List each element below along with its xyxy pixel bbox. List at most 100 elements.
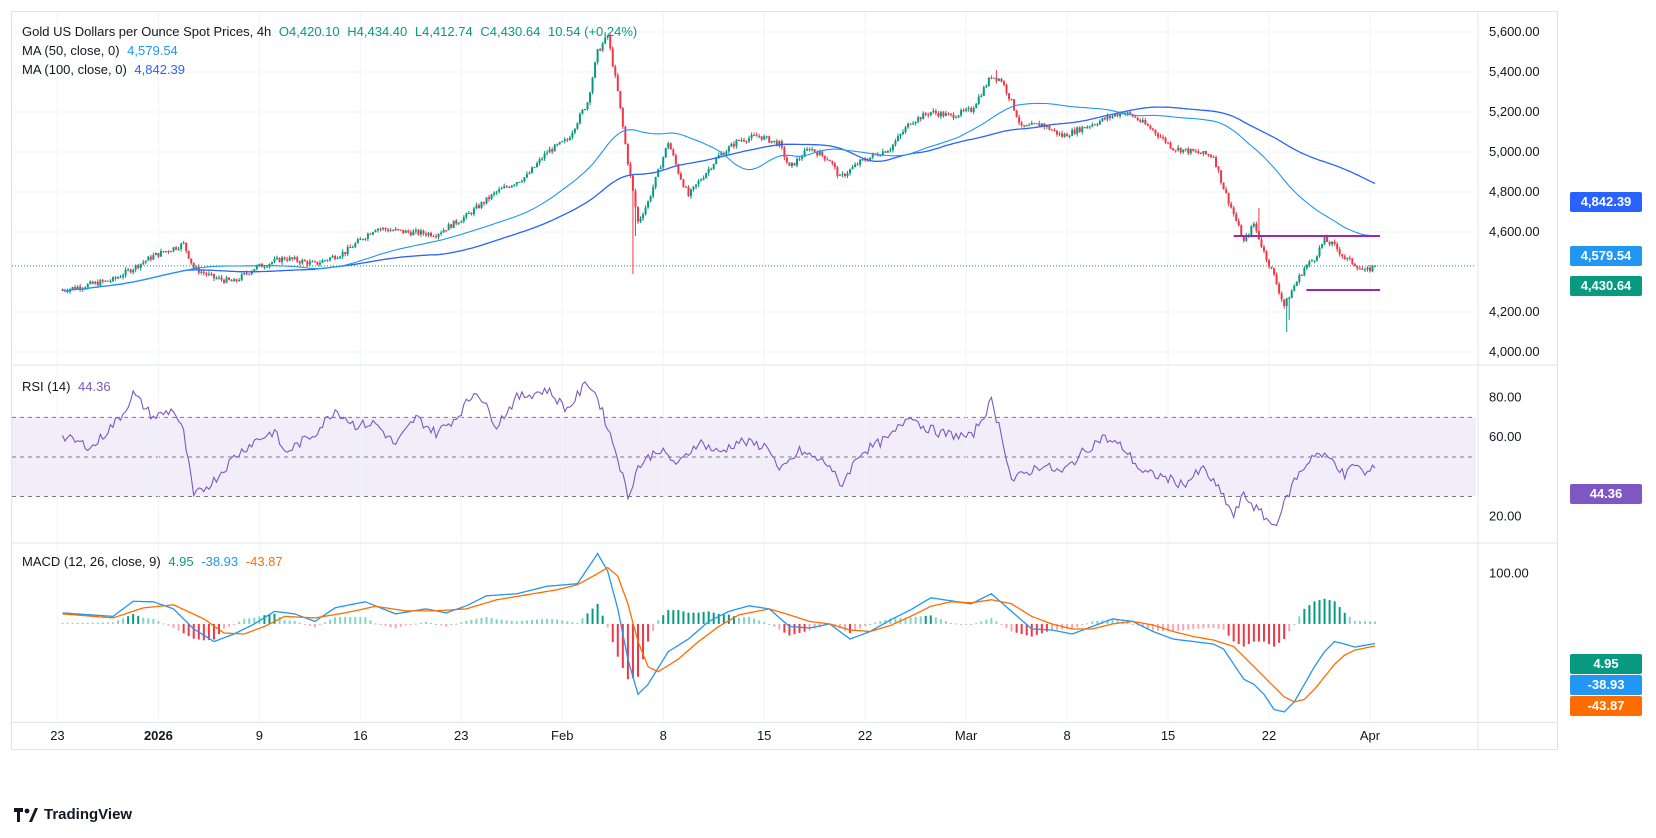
candle-body: [947, 113, 950, 115]
macd-histogram-bar: [349, 616, 352, 624]
macd-histogram-bar: [500, 619, 503, 624]
candle-body: [435, 236, 438, 238]
candle-body: [1353, 263, 1356, 267]
candle-body: [513, 184, 516, 186]
macd-histogram-bar: [1353, 620, 1356, 624]
candle-body: [414, 229, 417, 232]
macd-histogram-bar: [652, 623, 655, 631]
candle-body: [677, 164, 680, 174]
macd-histogram-bar: [1202, 623, 1205, 629]
candle-body: [384, 227, 387, 230]
candle-body: [722, 153, 725, 155]
macd-histogram-bar: [990, 617, 993, 624]
candle-body: [162, 251, 165, 253]
candle-body: [230, 279, 233, 282]
candle-body: [1363, 269, 1366, 271]
candle-body: [621, 107, 624, 127]
candle-body: [1323, 237, 1326, 245]
rsi-axis-tick: 60.00: [1489, 429, 1522, 444]
macd-histogram-bar: [849, 623, 852, 633]
candle-body: [117, 277, 120, 279]
candle-body: [417, 229, 420, 235]
candle-body: [1156, 133, 1159, 137]
candle-body: [692, 186, 695, 190]
candle-body: [1321, 244, 1324, 248]
candle-body: [1093, 124, 1096, 126]
candle-body: [1045, 125, 1048, 127]
macd-histogram-bar: [1030, 623, 1033, 637]
candle-body: [1083, 127, 1086, 129]
candle-body: [351, 247, 354, 249]
candle-body: [210, 273, 213, 275]
time-axis-tick: Feb: [551, 728, 573, 743]
candle-body: [111, 277, 114, 282]
candle-body: [460, 221, 463, 223]
candle-body: [705, 173, 708, 178]
macd-histogram-bar: [359, 617, 362, 624]
candle-body: [748, 138, 751, 142]
candle-body: [1300, 275, 1303, 277]
candle-body: [1002, 81, 1005, 85]
candle-body: [212, 273, 215, 279]
candle-body: [846, 173, 849, 177]
candle-body: [578, 113, 581, 124]
candle-body: [144, 260, 147, 263]
macd-histogram-bar: [1146, 623, 1149, 629]
tradingview-logo[interactable]: TradingView: [14, 806, 132, 823]
candle-body: [149, 256, 152, 260]
macd-legend[interactable]: MACD (12, 26, close, 9) 4.95 -38.93 -43.…: [22, 552, 287, 571]
candle-body: [520, 181, 523, 183]
macd-histogram-bar: [101, 622, 104, 624]
candle-body: [96, 281, 99, 286]
rsi-label: RSI (14): [22, 379, 71, 394]
candle-body: [377, 228, 379, 231]
candle-body: [682, 179, 685, 187]
macd-histogram-bar: [137, 615, 140, 624]
candle-body: [349, 247, 352, 249]
macd-histogram-bar: [1050, 623, 1053, 630]
rsi-legend[interactable]: RSI (14) 44.36: [22, 377, 115, 396]
candle-body: [1187, 148, 1190, 154]
candle-body: [359, 238, 362, 240]
macd-histogram-bar: [243, 618, 246, 624]
macd-histogram-bar: [152, 618, 155, 624]
candle-body: [997, 78, 1000, 81]
candle-body: [1071, 129, 1074, 136]
candle-body: [331, 256, 334, 258]
macd-histogram-bar: [960, 623, 963, 625]
price-axis-tick: 4,200.00: [1489, 304, 1540, 319]
candle-body: [127, 269, 130, 271]
macd-histogram-bar: [228, 623, 231, 627]
candle-body: [442, 230, 445, 233]
tradingview-brand: TradingView: [44, 806, 133, 823]
candle-body: [768, 136, 771, 143]
candle-body: [975, 103, 978, 109]
candle-body: [896, 136, 899, 141]
time-axis-tick: 2026: [144, 728, 173, 743]
ma100-legend[interactable]: MA (100, close, 0) 4,842.39: [22, 60, 189, 79]
candle-body: [672, 149, 675, 156]
candle-body: [329, 257, 332, 261]
candle-body: [1116, 114, 1119, 117]
macd-histogram-bar: [495, 619, 498, 624]
candle-body: [816, 151, 819, 156]
candle-body: [450, 224, 453, 228]
ma50-legend[interactable]: MA (50, close, 0) 4,579.54: [22, 41, 182, 60]
candle-body: [382, 227, 385, 229]
candle-body: [1305, 264, 1308, 269]
candle-body: [894, 140, 897, 145]
candle-body: [389, 230, 392, 232]
macd-histogram-bar: [490, 618, 493, 624]
macd-histogram-bar: [793, 623, 796, 635]
candle-body: [233, 279, 236, 282]
macd-histogram-bar: [606, 623, 609, 628]
candle-body: [321, 260, 324, 263]
candle-body: [1172, 148, 1175, 151]
candle-body: [313, 261, 316, 263]
macd-histogram-bar: [248, 618, 251, 624]
time-axis-tick: 16: [353, 728, 367, 743]
macd-histogram-bar: [323, 622, 326, 624]
candle-body: [551, 149, 554, 152]
candle-body: [89, 281, 92, 284]
macd-histogram-bar: [374, 623, 377, 625]
